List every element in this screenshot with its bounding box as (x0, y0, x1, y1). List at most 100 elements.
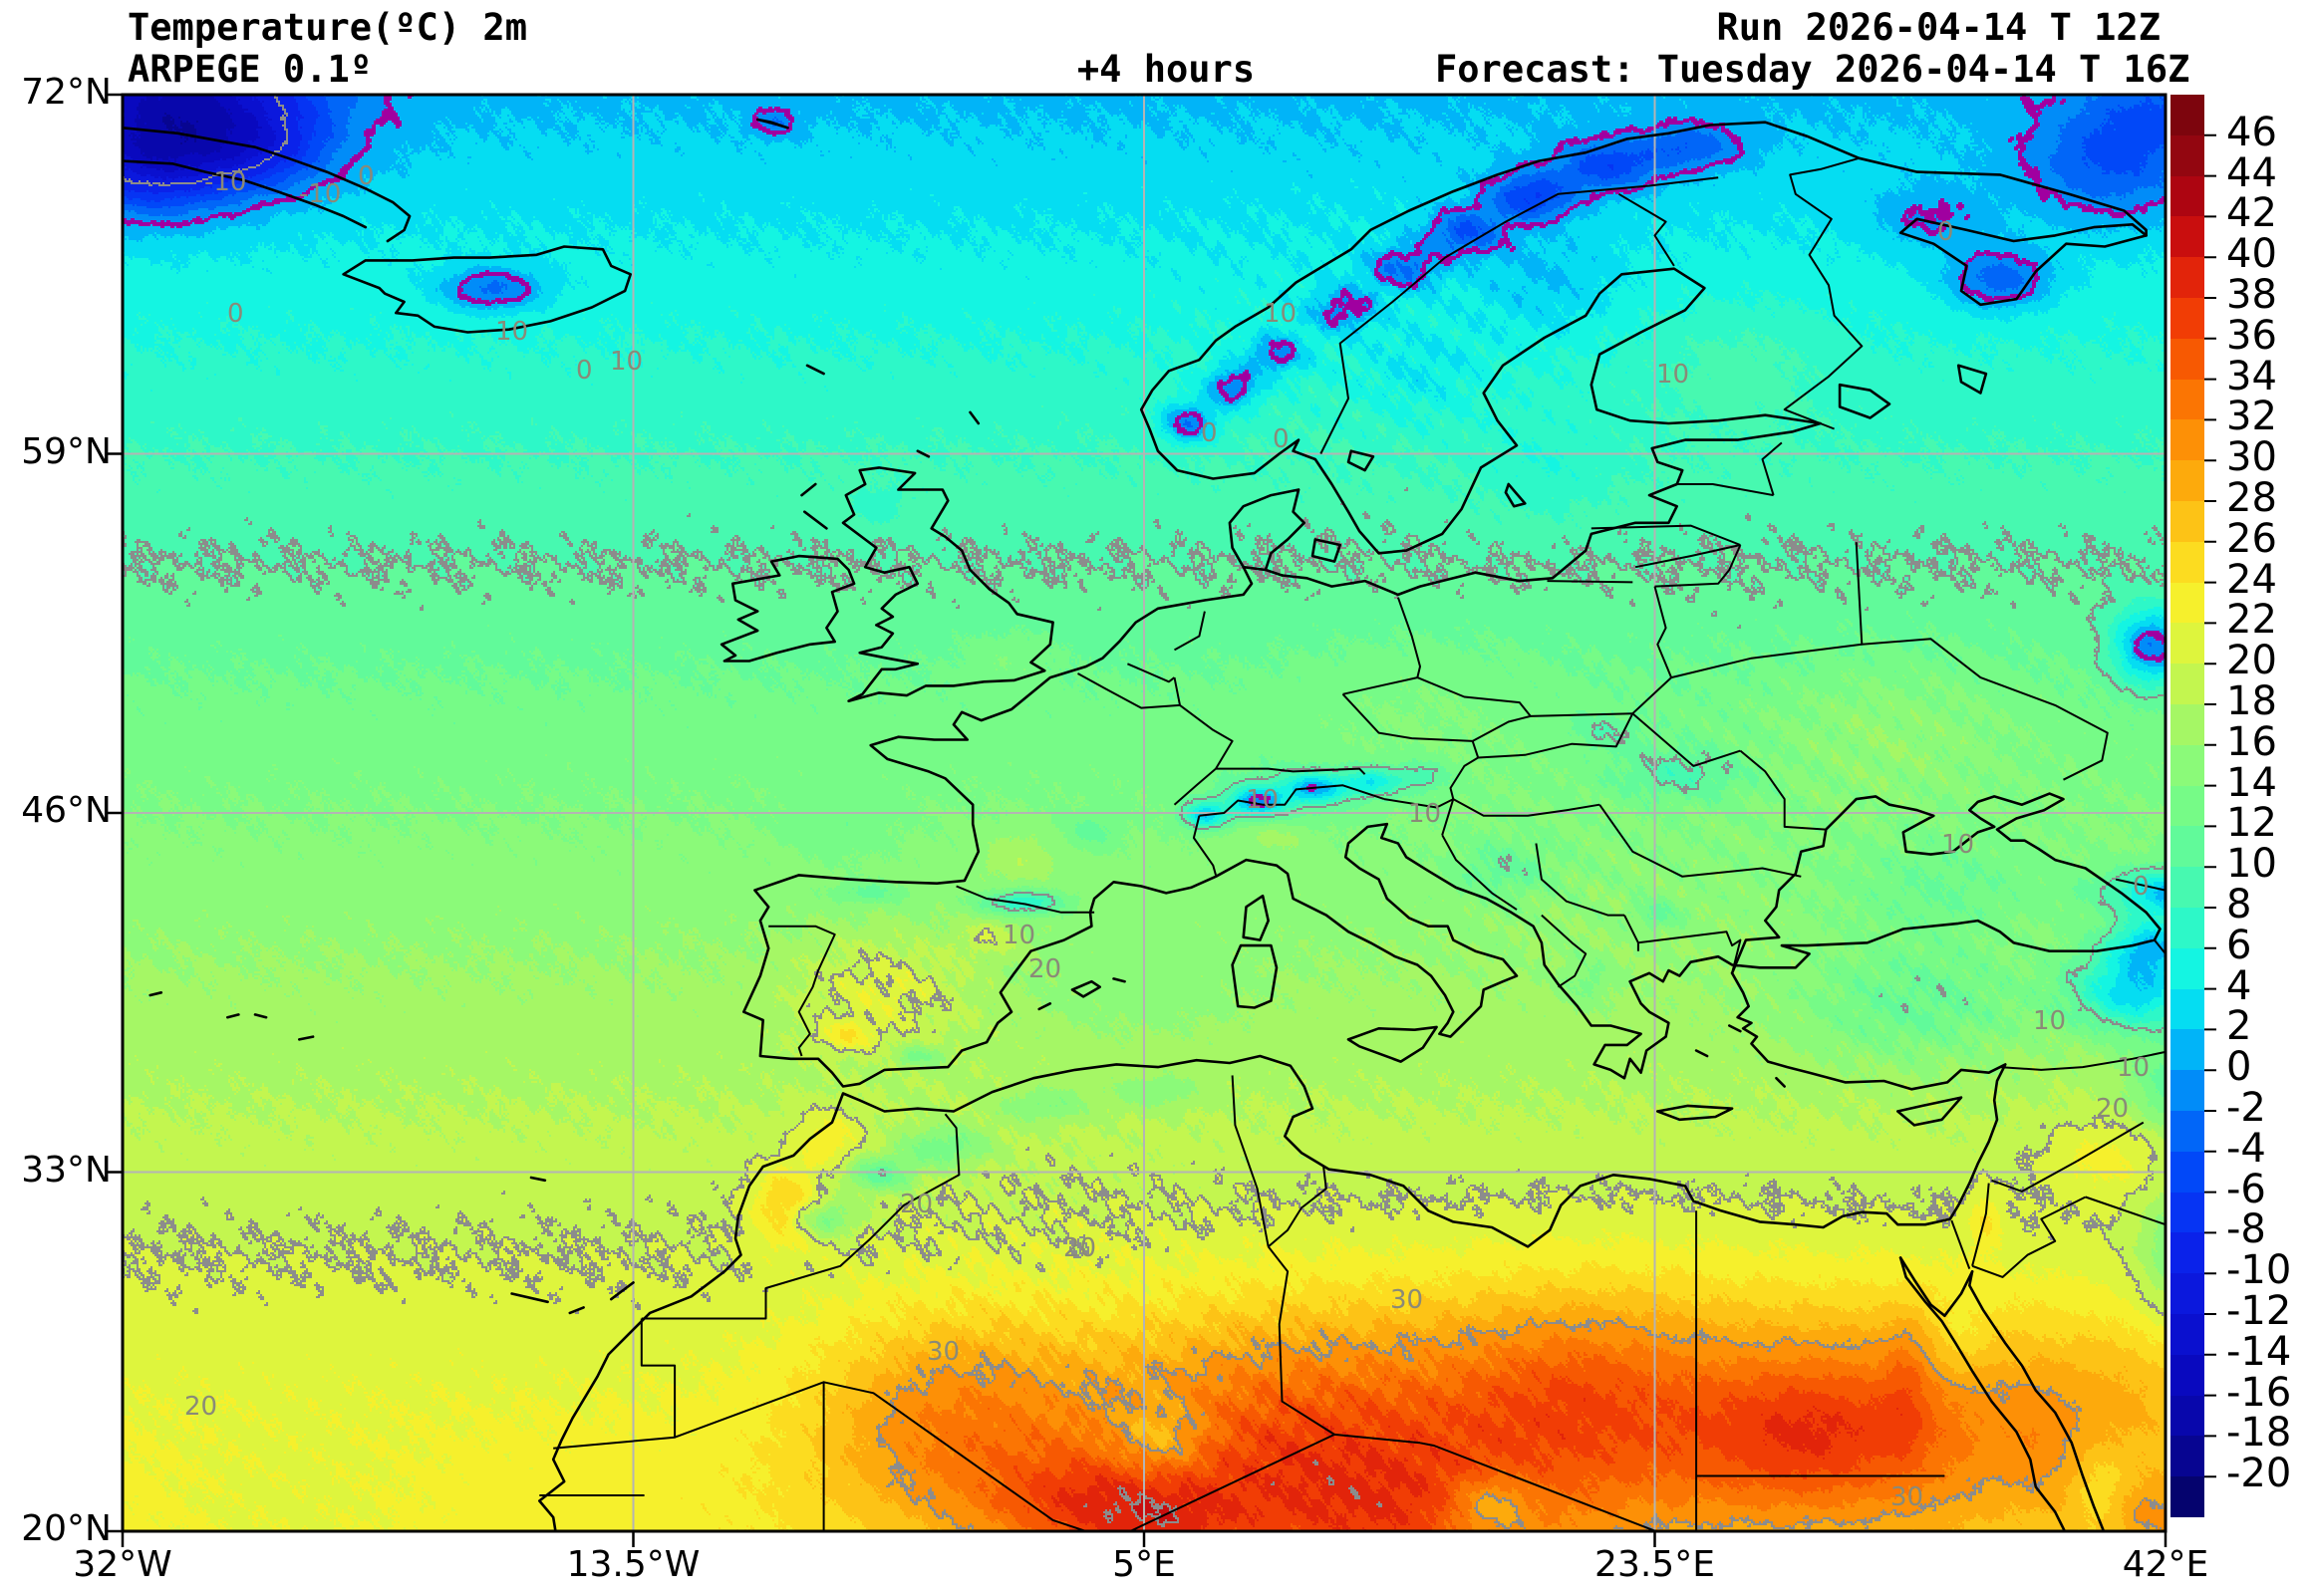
temperature-colorbar (2170, 95, 2204, 1517)
colorbar-tick-label: -4 (2226, 1125, 2266, 1172)
country-border-path (1676, 483, 1774, 497)
isotherm-contour-label: 10 (1003, 921, 1036, 950)
coastline-path (538, 971, 2007, 1531)
country-border-path (1739, 749, 1827, 831)
colorbar-tick-label: 6 (2226, 922, 2252, 968)
coastline-path (568, 1306, 585, 1315)
map-title: Temperature(ºC) 2m (128, 6, 527, 49)
lon-tick-label: 32°W (73, 1544, 172, 1585)
colorbar-tick-label: -6 (2226, 1166, 2266, 1212)
colorbar-tick-label: -10 (2226, 1247, 2292, 1294)
isotherm-contour-label: 0 (227, 299, 244, 329)
country-border-path (641, 1113, 961, 1320)
isotherm-contour-label: 10 (610, 347, 644, 377)
isotherm-contour-label: 30 (1890, 1482, 1924, 1512)
colorbar-band (2170, 744, 2204, 786)
coastline-path (1346, 1025, 1438, 1063)
colorbar-band (2170, 1192, 2204, 1233)
coastline-path (1838, 383, 1891, 419)
country-border-path (553, 1318, 677, 1450)
country-border-path (1991, 1160, 2078, 1193)
coastline-path (1898, 1256, 1946, 1317)
country-border-path (956, 885, 1095, 914)
coastline-path (1070, 979, 1101, 998)
colorbar-band (2170, 175, 2204, 217)
colorbar-band (2170, 541, 2204, 583)
isotherm-contour-label: 10 (1408, 799, 1442, 829)
coastline-path (342, 245, 632, 334)
colorbar-tick-label: 2 (2226, 1003, 2252, 1050)
coastline-path (298, 1035, 315, 1041)
colorbar-band (2170, 1151, 2204, 1193)
colorbar-tick-label: 38 (2226, 272, 2277, 318)
colorbar-band (2170, 582, 2204, 624)
colorbar-tick-label: 46 (2226, 109, 2277, 155)
coastline-path (226, 1013, 240, 1019)
lat-tick-label: 72°N (21, 72, 112, 113)
isotherm-contour-label: 30 (927, 1337, 961, 1367)
isotherm-contour-label: 0 (358, 161, 375, 191)
coastline-path (1139, 121, 1861, 597)
colorbar-band (2170, 826, 2204, 868)
isotherm-contour-label: 30 (1390, 1285, 1424, 1315)
colorbar-band (2170, 338, 2204, 380)
colorbar-band (2170, 623, 2204, 665)
colorbar-band (2170, 1395, 2204, 1437)
coastline-path (148, 991, 163, 997)
coastline-path (1242, 894, 1270, 941)
colorbar-band (2170, 785, 2204, 827)
isotherm-contour-label: 20 (2096, 1094, 2130, 1124)
coastline-path (1310, 538, 1341, 563)
country-border-path (1174, 611, 1206, 652)
country-border-path (1535, 843, 1624, 917)
coastline-path (800, 482, 817, 497)
isotherm-contour-label: 20 (1028, 954, 1062, 984)
colorbar-band (2170, 1070, 2204, 1111)
coastline-path (1728, 1024, 1742, 1033)
country-border-path (1441, 834, 1518, 911)
lead-time-label: +4 hours (1076, 48, 1256, 91)
coastline-path (610, 1281, 635, 1301)
country-border-path (2076, 1121, 2145, 1163)
coastline-path (841, 466, 1054, 702)
colorbar-band (2170, 1232, 2204, 1274)
colorbar-tick-label: 16 (2226, 718, 2277, 765)
country-border-path (1950, 1219, 1971, 1269)
colorbar-band (2170, 257, 2204, 298)
lon-tick-label: 13.5°W (566, 1544, 701, 1585)
country-border-path (1416, 676, 1633, 717)
coastline-path (1896, 1096, 1963, 1127)
country-border-path (1449, 740, 1480, 800)
colorbar-band (2170, 664, 2204, 704)
coastline-path (1943, 1270, 1974, 1317)
lon-tick-label: 42°E (2122, 1544, 2209, 1585)
colorbar-tick-label: 4 (2226, 962, 2252, 1009)
country-border-path (1654, 544, 1742, 588)
model-name-label: ARPEGE 0.1º (128, 48, 373, 91)
country-border-path (1341, 693, 1473, 742)
country-border-path (1637, 931, 1742, 974)
country-border-path (674, 1381, 825, 1531)
lat-tick-label: 20°N (21, 1508, 112, 1549)
country-border-path (1129, 1433, 1421, 1531)
country-border-path (1598, 804, 1802, 878)
country-border-path (1634, 544, 1741, 569)
country-border-path (1231, 1075, 1270, 1247)
lon-tick-label: 23.5°E (1594, 1544, 1715, 1585)
coastline-path (805, 364, 825, 376)
colorbar-tick-label: 14 (2226, 759, 2277, 806)
lat-tick-label: 33°N (21, 1149, 112, 1191)
colorbar-band (2170, 379, 2204, 420)
coastline-path (253, 1013, 268, 1019)
country-border-path (823, 1381, 1089, 1531)
isotherm-contour-label: 10 (2117, 1053, 2151, 1083)
coastline-path (1504, 482, 1527, 508)
country-border-path (1441, 798, 1455, 836)
coastline-path (1346, 449, 1375, 472)
country-border-path (1971, 1183, 1990, 1267)
country-border-path (1623, 915, 1639, 951)
colorbar-band (2170, 297, 2204, 339)
country-border-path (1478, 712, 1634, 759)
